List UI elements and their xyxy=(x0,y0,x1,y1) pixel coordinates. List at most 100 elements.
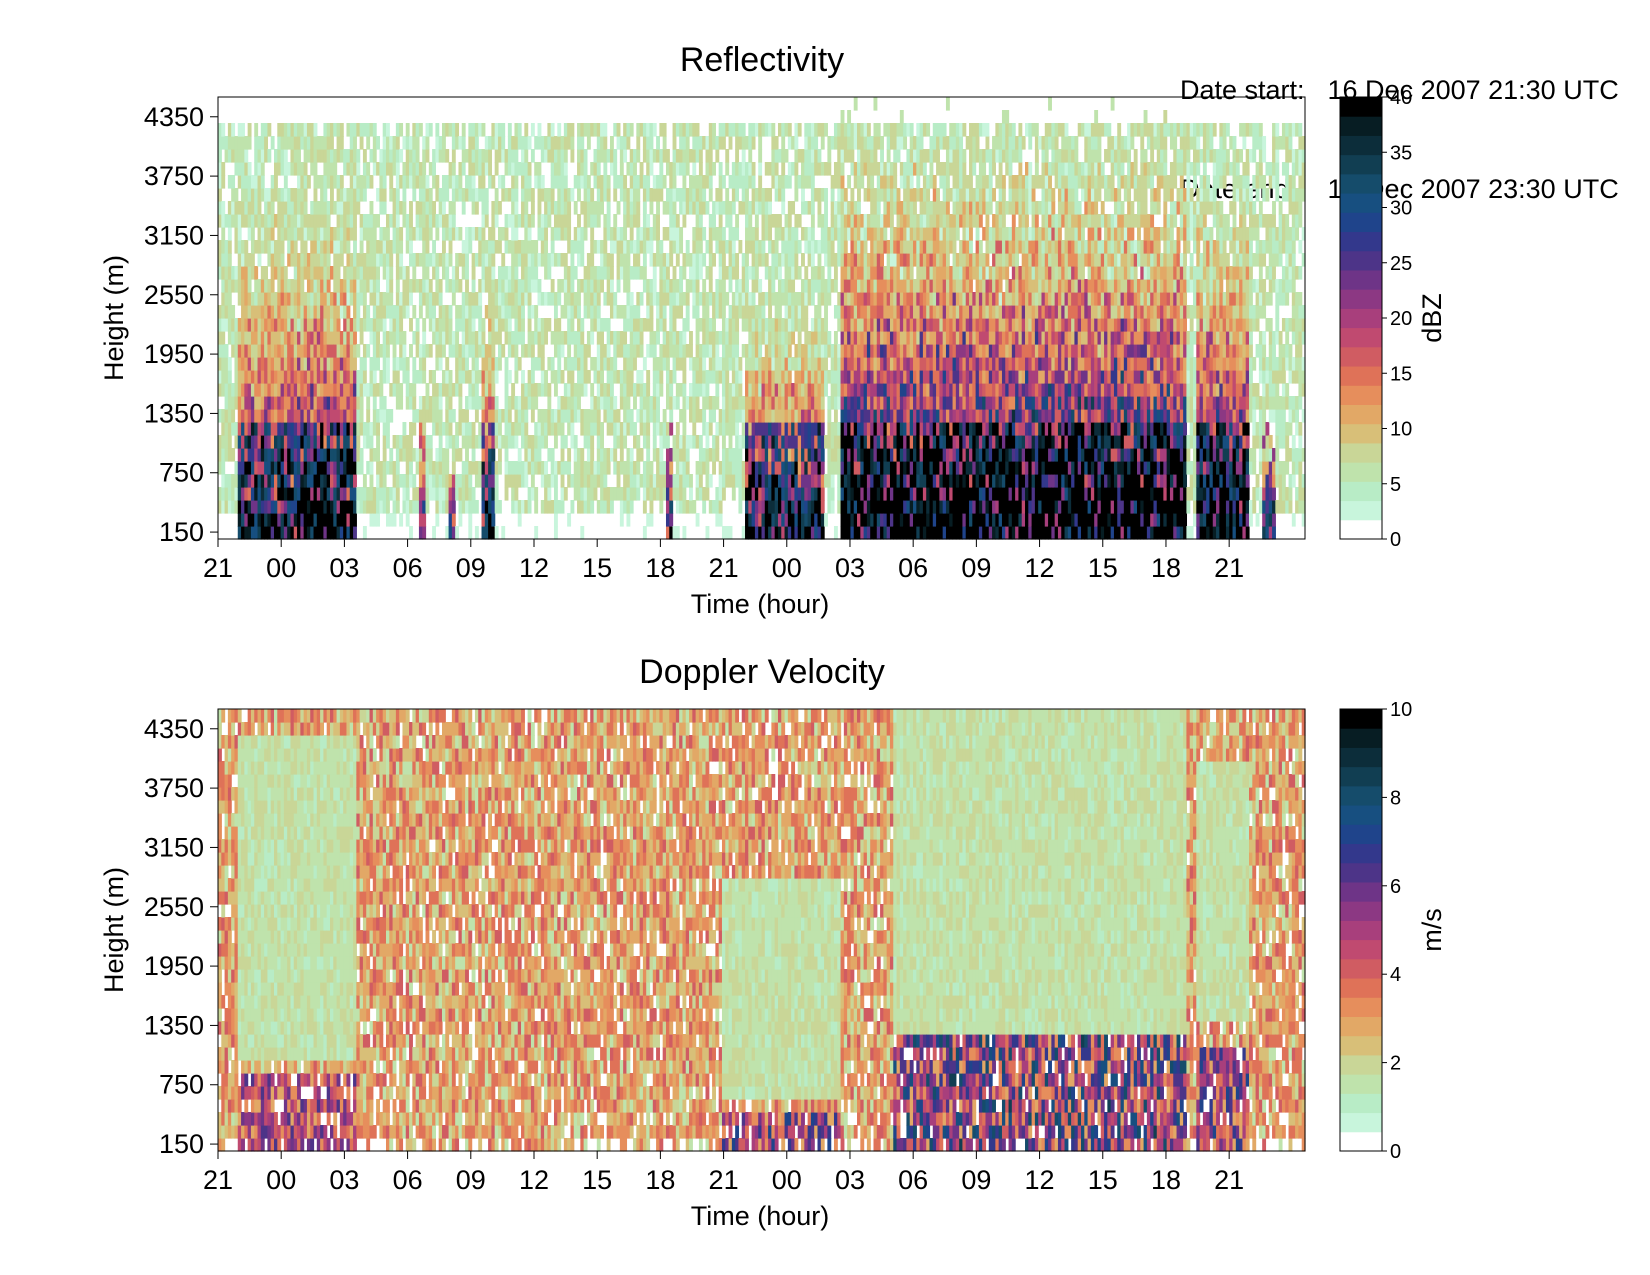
heatmap-cell xyxy=(718,253,723,267)
heatmap-cell xyxy=(405,357,410,371)
heatmap-cell xyxy=(603,227,608,241)
heatmap-cell xyxy=(333,344,338,358)
heatmap-cell xyxy=(708,292,713,306)
heatmap-cell xyxy=(346,370,351,384)
heatmap-cell xyxy=(847,123,852,137)
heatmap-cell xyxy=(488,422,492,436)
heatmap-cell xyxy=(626,292,631,306)
heatmap-cell xyxy=(395,357,400,371)
heatmap-cell xyxy=(560,474,565,488)
heatmap-cell xyxy=(231,487,236,501)
heatmap-cell xyxy=(254,422,259,436)
heatmap-cell xyxy=(754,305,759,319)
heatmap-cell xyxy=(629,487,634,501)
heatmap-cell xyxy=(633,266,637,280)
heatmap-cell xyxy=(343,227,348,241)
heatmap-cell xyxy=(817,409,822,423)
heatmap-cell xyxy=(438,435,443,449)
heatmap-cell xyxy=(824,123,828,137)
heatmap-cell xyxy=(250,266,255,280)
heatmap-cell xyxy=(570,357,575,371)
heatmap-cell xyxy=(283,461,288,475)
heatmap-cell xyxy=(241,513,245,527)
heatmap-cell xyxy=(797,214,802,228)
heatmap-cell xyxy=(807,162,812,176)
heatmap-cell xyxy=(395,383,400,397)
heatmap-cell xyxy=(847,214,852,228)
heatmap-cell xyxy=(797,123,802,137)
heatmap-cell xyxy=(847,461,852,475)
heatmap-cell xyxy=(537,318,542,332)
heatmap-cell xyxy=(425,500,430,514)
heatmap-cell xyxy=(254,487,259,501)
heatmap-cell xyxy=(366,409,371,423)
heatmap-cell xyxy=(293,162,298,176)
heatmap-cell xyxy=(540,149,545,163)
heatmap-cell xyxy=(244,344,249,358)
heatmap-cell xyxy=(409,214,413,228)
heatmap-cell xyxy=(310,318,315,332)
heatmap-cell xyxy=(382,435,387,449)
heatmap-cell xyxy=(850,513,855,527)
heatmap-cell xyxy=(547,487,552,501)
heatmap-cell xyxy=(428,396,433,410)
heatmap-cell xyxy=(527,266,532,280)
heatmap-cell xyxy=(850,422,855,436)
heatmap-cell xyxy=(517,279,522,293)
heatmap-cell xyxy=(840,149,845,163)
heatmap-cell xyxy=(616,227,621,241)
heatmap-cell xyxy=(412,409,417,423)
heatmap-cell xyxy=(814,149,819,163)
heatmap-cell xyxy=(366,253,371,267)
heatmap-cell xyxy=(369,435,374,449)
heatmap-cell xyxy=(521,396,525,410)
heatmap-cell xyxy=(866,474,871,488)
heatmap-cell xyxy=(349,344,354,358)
heatmap-cell xyxy=(860,227,865,241)
heatmap-cell xyxy=(771,344,776,358)
heatmap-cell xyxy=(244,162,249,176)
heatmap-cell xyxy=(626,136,631,150)
heatmap-cell xyxy=(306,474,311,488)
heatmap-cell xyxy=(534,461,539,475)
heatmap-cell xyxy=(353,513,357,527)
heatmap-cell xyxy=(303,409,308,423)
heatmap-cell xyxy=(435,149,440,163)
heatmap-cell xyxy=(649,201,654,215)
heatmap-cell xyxy=(402,487,407,501)
heatmap-cell xyxy=(583,201,588,215)
heatmap-cell xyxy=(745,461,749,475)
heatmap-cell xyxy=(303,357,308,371)
heatmap-cell xyxy=(544,331,548,345)
heatmap-cell xyxy=(385,266,390,280)
heatmap-cell xyxy=(395,279,400,293)
heatmap-cell xyxy=(511,240,516,254)
heatmap-cell xyxy=(339,500,344,514)
heatmap-cell xyxy=(794,435,799,449)
heatmap-cell xyxy=(847,435,852,449)
heatmap-cell xyxy=(695,370,700,384)
heatmap-cell xyxy=(310,240,315,254)
heatmap-cell xyxy=(260,461,265,475)
heatmap-cell xyxy=(527,214,532,228)
heatmap-cell xyxy=(274,149,278,163)
heatmap-cell xyxy=(521,435,525,449)
heatmap-cell xyxy=(422,526,427,540)
heatmap-cell xyxy=(656,331,660,345)
heatmap-cell xyxy=(784,175,789,189)
heatmap-cell xyxy=(682,383,687,397)
heatmap-cell xyxy=(550,162,555,176)
heatmap-cell xyxy=(336,227,341,241)
heatmap-cell xyxy=(586,344,591,358)
heatmap-cell xyxy=(629,500,634,514)
heatmap-cell xyxy=(603,500,608,514)
heatmap-cell xyxy=(280,500,285,514)
heatmap-cell xyxy=(847,318,852,332)
heatmap-cell xyxy=(474,331,479,345)
heatmap-cell xyxy=(827,240,832,254)
heatmap-cell xyxy=(435,396,440,410)
heatmap-cell xyxy=(642,279,647,293)
heatmap-cell xyxy=(850,279,855,293)
heatmap-cell xyxy=(267,123,272,137)
heatmap-cell xyxy=(751,461,756,475)
